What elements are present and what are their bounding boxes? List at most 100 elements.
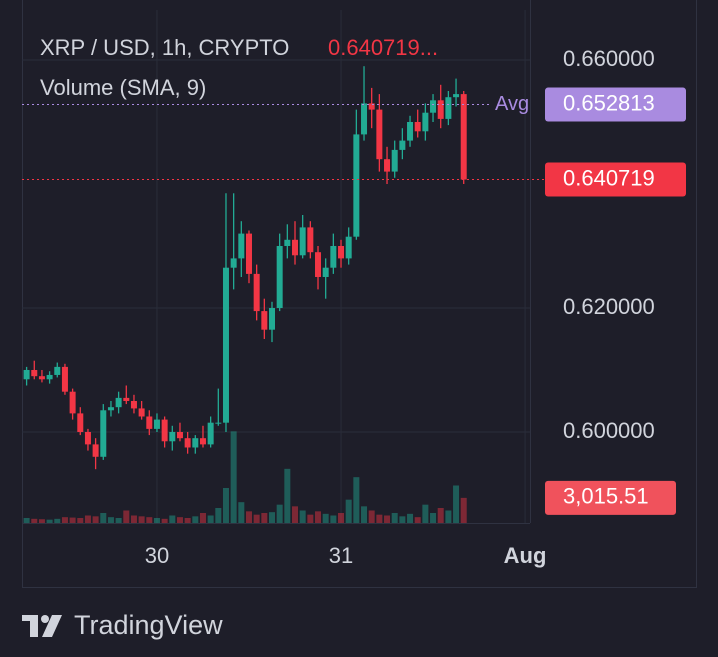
volume-bar xyxy=(123,510,130,523)
volume-bar xyxy=(207,515,214,523)
candle-body xyxy=(368,103,375,110)
candle-body xyxy=(23,369,30,380)
last-price-label: 0.640719 xyxy=(563,165,655,190)
volume-bar xyxy=(453,485,460,523)
x-tick-label: 31 xyxy=(329,543,353,568)
candle-body xyxy=(146,416,153,429)
logo-dot xyxy=(41,615,49,623)
candle-body xyxy=(46,374,53,380)
candle-body xyxy=(391,149,398,172)
candle-body xyxy=(430,100,437,113)
candle-body xyxy=(414,121,421,132)
volume-bar xyxy=(130,515,137,523)
candle-body xyxy=(445,97,452,119)
candle-body xyxy=(176,431,183,439)
candle-body xyxy=(261,311,268,330)
candle-body xyxy=(61,366,68,392)
plot: 0.660000 0.620000 0.600000 30 31 Aug Avg 0.6528… xyxy=(22,10,686,568)
candle-body xyxy=(284,239,291,246)
candle-body xyxy=(361,103,368,135)
candle-body xyxy=(84,431,91,445)
volume-bar xyxy=(261,513,268,523)
y-tick-label: 0.600000 xyxy=(563,418,655,443)
volume-title: Volume (SMA, 9) xyxy=(40,75,206,100)
y-tick-label: 0.660000 xyxy=(563,46,655,71)
candle-body xyxy=(245,233,252,274)
candle-body xyxy=(153,419,160,429)
candle-body xyxy=(292,239,299,256)
candle-body xyxy=(376,109,383,160)
volume-bar xyxy=(399,516,406,523)
candle-body xyxy=(407,121,414,141)
volume-bar xyxy=(222,488,229,523)
candle-body xyxy=(384,159,391,172)
candle-body xyxy=(207,422,214,445)
last-price-box xyxy=(545,162,686,197)
volume-bar xyxy=(238,502,245,523)
volume-bar xyxy=(176,517,183,523)
candle-body xyxy=(276,245,283,308)
volume-bar xyxy=(245,511,252,523)
volume-bar xyxy=(292,506,299,523)
candle-body xyxy=(353,134,360,237)
candle-body xyxy=(437,100,444,119)
volume-bar xyxy=(107,517,114,523)
candle-body xyxy=(138,408,145,417)
candle-body xyxy=(54,366,61,375)
volume-bar xyxy=(84,515,91,523)
volume-bar xyxy=(192,516,199,523)
candle-body xyxy=(92,444,99,457)
logo-icon xyxy=(22,615,62,637)
volume-bar xyxy=(199,513,206,523)
candle-body xyxy=(460,94,467,180)
volume-bar xyxy=(215,508,222,523)
candle-body xyxy=(38,376,45,380)
last-volume-label: 3,015.51 xyxy=(563,484,649,509)
volume-bar xyxy=(100,513,107,523)
volume-bar xyxy=(253,514,260,523)
volume-bar xyxy=(31,518,38,523)
volume-bar xyxy=(161,518,168,523)
chart-title: XRP / USD, 1h, CRYPTO xyxy=(40,35,289,60)
candle-body xyxy=(215,422,222,424)
candle-body xyxy=(115,397,122,408)
volume-bar xyxy=(77,518,84,523)
volume-bar xyxy=(115,518,122,523)
volume-bar xyxy=(315,511,322,523)
candle-body xyxy=(192,438,199,448)
logo-stem xyxy=(30,615,38,637)
candle-body xyxy=(253,273,260,312)
volume-bar xyxy=(299,510,306,523)
candle-body xyxy=(399,140,406,150)
candle-body xyxy=(345,236,352,259)
volume-bar xyxy=(276,504,283,523)
volume-bar xyxy=(345,499,352,523)
volume-bar xyxy=(422,504,429,523)
last-volume-box xyxy=(545,480,676,515)
candle-body xyxy=(315,252,322,277)
volume-bar xyxy=(414,517,421,523)
volume-bar xyxy=(376,514,383,523)
volume-bar xyxy=(146,517,153,523)
candle-body xyxy=(222,267,229,423)
volume-bar xyxy=(460,497,467,523)
candle-body xyxy=(161,419,168,442)
volume-bar xyxy=(138,516,145,523)
candle-body xyxy=(238,233,245,259)
volume-bar xyxy=(430,513,437,523)
logo-slash xyxy=(42,615,62,637)
volume-bar xyxy=(184,518,191,523)
candle-body xyxy=(322,267,329,277)
candle-body xyxy=(299,227,306,256)
candle-body xyxy=(338,245,345,259)
candle-body xyxy=(184,438,191,448)
candle-body xyxy=(199,438,206,445)
volume-bar xyxy=(268,512,275,523)
header-price: 0.640719... xyxy=(328,35,438,60)
candle-body xyxy=(69,391,76,414)
candle-body xyxy=(100,410,107,457)
candle-body xyxy=(123,397,130,401)
logo-text: TradingView xyxy=(74,610,223,640)
